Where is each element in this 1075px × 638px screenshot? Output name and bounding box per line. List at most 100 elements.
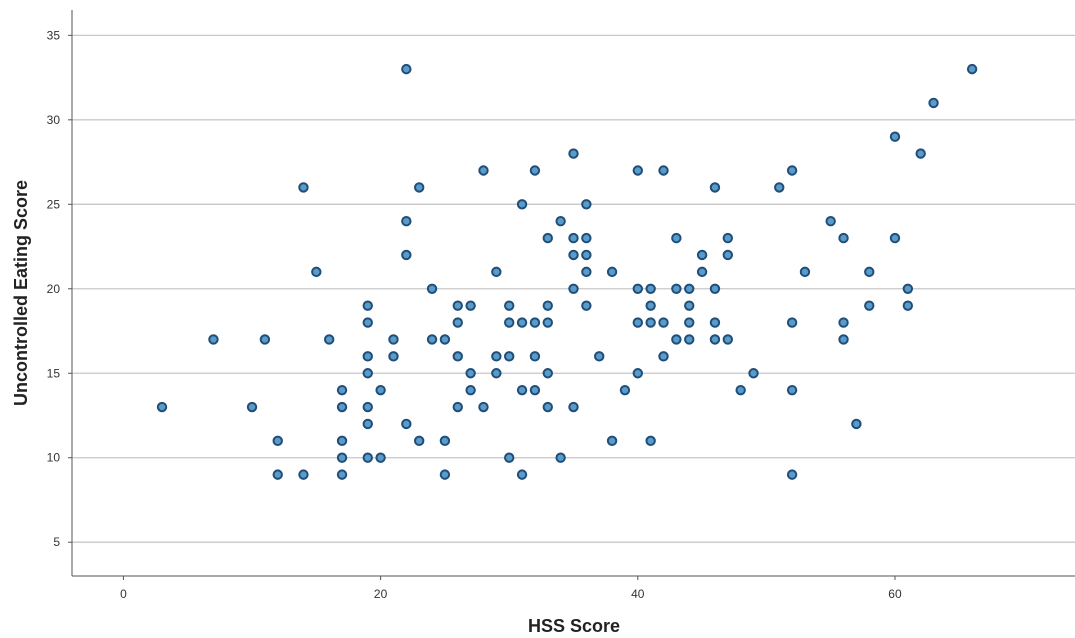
scatter-point <box>542 317 553 328</box>
y-axis-title: Uncontrolled Eating Score <box>11 180 31 406</box>
x-axis-title: HSS Score <box>528 616 620 636</box>
scatter-point <box>491 368 502 379</box>
scatter-point <box>722 334 734 345</box>
scatter-point <box>439 334 451 345</box>
scatter-point <box>581 266 592 278</box>
scatter-point <box>671 334 682 345</box>
scatter-point <box>632 165 643 176</box>
scatter-point <box>889 232 901 244</box>
scatter-point <box>568 283 579 294</box>
scatter-point <box>684 317 695 328</box>
scatter-point <box>671 232 682 244</box>
scatter-point <box>825 215 836 227</box>
scatter-point <box>401 215 412 227</box>
scatter-point <box>799 266 811 278</box>
scatter-point <box>581 232 592 244</box>
scatter-point <box>452 351 463 362</box>
scatter-point <box>516 199 528 210</box>
scatter-point <box>568 249 579 261</box>
scatter-point <box>529 317 541 328</box>
x-tick-label: 40 <box>631 587 645 601</box>
scatter-point <box>709 283 721 294</box>
axes <box>71 10 1075 577</box>
scatter-point <box>542 300 553 311</box>
scatter-point <box>851 418 862 430</box>
scatter-point <box>529 351 541 362</box>
scatter-point <box>658 351 669 362</box>
scatter-point <box>336 384 348 396</box>
scatter-point <box>568 401 579 413</box>
scatter-point <box>568 148 579 159</box>
scatter-point <box>452 401 463 413</box>
scatter-point <box>491 351 502 362</box>
scatter-point <box>902 300 914 311</box>
scatter-point <box>259 334 271 345</box>
scatter-point <box>504 351 515 362</box>
scatter-point <box>709 334 721 345</box>
scatter-point <box>581 199 592 210</box>
scatter-point <box>902 283 914 294</box>
scatter-point <box>362 418 373 430</box>
scatter-point <box>311 266 322 278</box>
scatter-point <box>465 384 476 396</box>
scatter-point <box>722 232 734 244</box>
scatter-point <box>516 384 528 396</box>
scatter-point <box>555 452 566 463</box>
scatter-point <box>786 165 798 176</box>
scatter-point <box>542 232 553 244</box>
y-tick-label: 20 <box>47 282 61 296</box>
x-tick-label: 0 <box>120 587 127 601</box>
scatter-point <box>632 283 643 294</box>
scatter-point <box>568 232 579 244</box>
scatter-point <box>388 351 399 362</box>
scatter-point <box>465 300 476 311</box>
scatter-point <box>439 469 451 480</box>
scatter-point <box>452 300 463 311</box>
scatter-point <box>478 165 489 176</box>
scatter-point <box>606 435 618 447</box>
scatter-point <box>606 266 618 278</box>
scatter-point <box>323 334 335 345</box>
scatter-point <box>246 401 258 413</box>
scatter-point <box>362 300 373 311</box>
y-tick-label: 5 <box>53 535 60 549</box>
scatter-point <box>864 300 875 311</box>
scatter-point <box>413 435 425 447</box>
scatter-point <box>619 384 631 396</box>
scatter-point <box>336 452 348 463</box>
scatter-point <box>696 266 708 278</box>
scatter-point <box>864 266 875 278</box>
scatter-point <box>786 384 798 396</box>
scatter-point <box>838 232 849 244</box>
scatter-point <box>336 435 348 447</box>
scatter-point <box>504 317 515 328</box>
scatter-point <box>786 317 798 328</box>
scatter-point <box>208 334 219 345</box>
scatter-point <box>375 384 386 396</box>
scatter-point <box>156 401 168 413</box>
scatter-point <box>915 148 926 159</box>
scatter-point <box>465 368 476 379</box>
scatter-point <box>298 469 309 480</box>
scatter-point <box>362 452 373 463</box>
scatter-point <box>516 469 528 480</box>
scatter-point <box>362 368 373 379</box>
scatter-point <box>426 334 438 345</box>
scatter-point <box>774 182 785 193</box>
scatter-point <box>889 131 901 142</box>
scatter-point <box>439 435 451 447</box>
scatter-point <box>786 469 798 480</box>
scatter-point <box>336 401 348 413</box>
y-tick-label: 10 <box>47 451 61 465</box>
scatter-point <box>581 249 592 261</box>
y-tick-label: 30 <box>47 113 61 127</box>
scatter-point <box>362 317 373 328</box>
scatter-point <box>529 384 541 396</box>
scatter-point <box>401 63 412 75</box>
scatter-point <box>632 368 643 379</box>
scatter-point <box>671 283 682 294</box>
scatter-point <box>336 469 348 480</box>
scatter-point <box>413 182 425 193</box>
scatter-point <box>362 351 373 362</box>
